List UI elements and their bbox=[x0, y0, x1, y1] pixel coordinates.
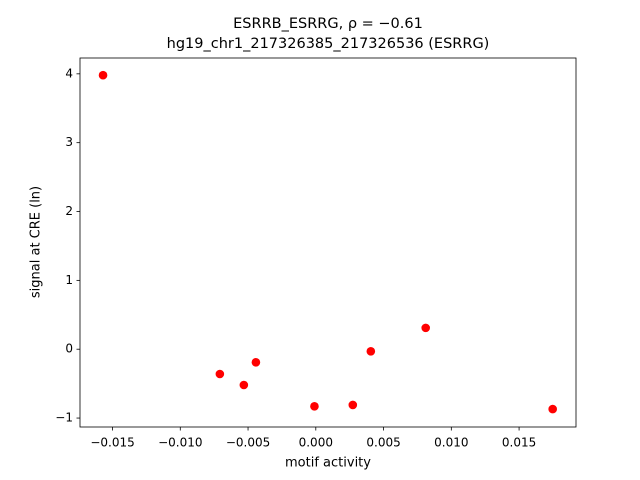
x-tick-label: 0.000 bbox=[299, 436, 333, 450]
x-tick-label: −0.005 bbox=[226, 436, 270, 450]
x-tick-label: 0.010 bbox=[434, 436, 468, 450]
y-tick-label: 1 bbox=[65, 273, 73, 287]
y-tick-label: −1 bbox=[55, 411, 73, 425]
point bbox=[251, 357, 261, 367]
x-tick-label: −0.015 bbox=[90, 436, 134, 450]
chart-subtitle: hg19_chr1_217326385_217326536 (ESRRG) bbox=[167, 36, 490, 52]
point bbox=[310, 402, 319, 411]
point bbox=[421, 323, 431, 333]
point bbox=[548, 404, 557, 414]
x-tick-label: 0.005 bbox=[366, 436, 400, 450]
point bbox=[239, 380, 249, 390]
point bbox=[98, 70, 108, 80]
y-tick-label: 3 bbox=[65, 135, 73, 149]
point bbox=[366, 346, 376, 356]
chart-title: ESRRB_ESRRG, ρ = −0.61 bbox=[233, 16, 423, 32]
y-tick-label: 2 bbox=[65, 204, 73, 218]
point bbox=[348, 400, 358, 410]
x-tick-label: 0.015 bbox=[502, 436, 536, 450]
x-axis-label: motif activity bbox=[285, 456, 371, 471]
x-tick-label: −0.010 bbox=[158, 436, 202, 450]
y-axis-label: signal at CRE (ln) bbox=[29, 186, 44, 298]
y-tick-label: 4 bbox=[65, 66, 73, 80]
y-tick-label: 0 bbox=[65, 342, 73, 356]
point bbox=[215, 369, 225, 379]
plot-frame bbox=[79, 57, 577, 428]
